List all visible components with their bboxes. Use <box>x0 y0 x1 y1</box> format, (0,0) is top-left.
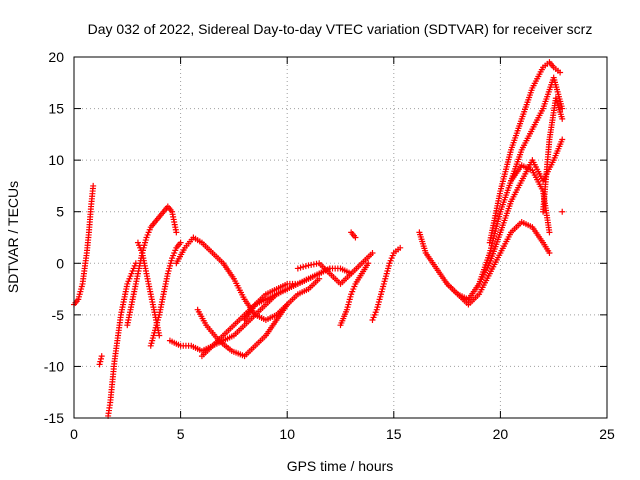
series-track-3 <box>105 260 139 419</box>
data-point <box>559 115 566 122</box>
data-point <box>96 361 103 368</box>
data-point <box>98 355 105 362</box>
x-axis-label: GPS time / hours <box>287 458 394 474</box>
y-tick-label: -5 <box>52 307 65 323</box>
y-tick-label: 20 <box>48 49 64 65</box>
series-track-15 <box>348 229 359 241</box>
y-tick-label: 5 <box>56 204 64 220</box>
data-point <box>397 244 404 251</box>
data-point <box>177 239 184 246</box>
data-point <box>559 208 566 215</box>
data-point <box>300 263 307 270</box>
x-tick-label: 20 <box>493 426 509 442</box>
data-point <box>302 263 309 270</box>
x-tick-label: 5 <box>177 426 185 442</box>
data-point <box>297 264 304 271</box>
y-tick-label: 0 <box>56 255 64 271</box>
y-tick-label: -10 <box>44 358 64 374</box>
series-track-6 <box>134 239 163 339</box>
series-track-19 <box>486 59 564 246</box>
data-point <box>98 353 105 360</box>
x-tick-label: 25 <box>599 426 615 442</box>
x-tick-label: 10 <box>279 426 295 442</box>
series-track-14 <box>369 244 404 324</box>
y-tick-label: 15 <box>48 101 64 117</box>
x-tick-label: 0 <box>70 426 78 442</box>
data-point <box>365 260 372 267</box>
series-track-20 <box>508 162 553 236</box>
data-point <box>294 265 301 272</box>
data-point <box>559 136 566 143</box>
data-point <box>557 69 564 76</box>
series-track-10 <box>194 301 291 360</box>
y-tick-label: 10 <box>48 152 64 168</box>
data-point <box>284 301 291 308</box>
chart-title: Day 032 of 2022, Sidereal Day-to-day VTE… <box>88 21 593 37</box>
data-point <box>97 358 104 365</box>
series-track-16 <box>416 219 553 308</box>
data-point <box>173 229 180 236</box>
series-track-2 <box>96 353 105 368</box>
series-track-13 <box>337 260 372 329</box>
data-point <box>546 249 553 256</box>
data-point <box>156 332 163 339</box>
series-track-22 <box>559 208 566 215</box>
series-track-21 <box>540 95 566 215</box>
series-track-12 <box>294 249 376 287</box>
data-point <box>316 275 323 282</box>
data-point <box>369 249 376 256</box>
y-axis-label: SDTVAR / TECUs <box>5 181 21 293</box>
plot-frame <box>73 56 608 419</box>
data-point <box>352 234 359 241</box>
series-track-8 <box>173 234 323 324</box>
data-point <box>546 229 553 236</box>
data-points <box>71 59 566 419</box>
y-tick-label: -15 <box>44 410 64 426</box>
data-point <box>90 182 97 189</box>
data-point <box>326 265 333 272</box>
axis-ticks: 0 5 10 15 20 25 -15 -10 -5 0 5 10 15 20 <box>44 49 615 442</box>
x-tick-label: 15 <box>386 426 402 442</box>
data-point <box>559 105 566 112</box>
series-track-1 <box>71 182 97 308</box>
